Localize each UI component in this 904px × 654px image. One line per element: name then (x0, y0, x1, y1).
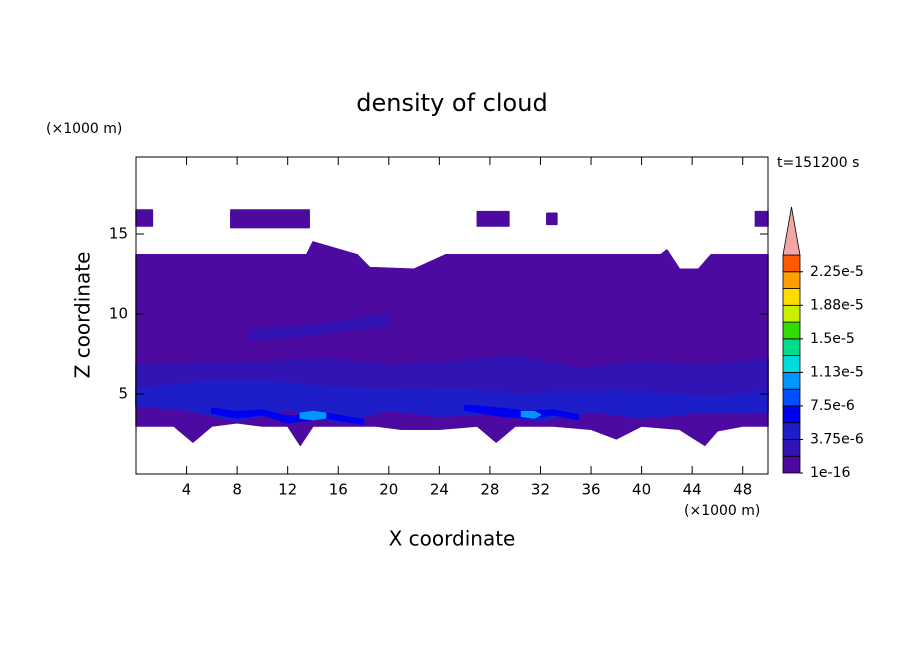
contour-region (135, 209, 154, 227)
contour-region (520, 410, 542, 419)
x-tick-label: 24 (430, 481, 449, 499)
x-tick-label: 12 (278, 481, 297, 499)
colorbar-label: 3.75e-6 (810, 431, 864, 447)
x-tick-label: 4 (182, 481, 192, 499)
colorbar-band (782, 422, 801, 440)
contour-region (249, 313, 390, 341)
contour-region (546, 212, 558, 226)
colorbar-band (782, 388, 801, 407)
x-tick-label: 28 (480, 481, 499, 499)
x-tick-label: 40 (632, 481, 651, 499)
contour-region (211, 407, 365, 426)
x-axis-label: X coordinate (389, 527, 516, 551)
chart-title: density of cloud (356, 89, 547, 117)
colorbar-band (782, 455, 801, 474)
y-unit: (×1000 m) (46, 121, 122, 137)
x-tick-label: 32 (531, 481, 550, 499)
colorbar-band (782, 439, 801, 457)
y-tick-label: 5 (118, 385, 128, 403)
colorbar-label: 2.25e-5 (810, 264, 864, 280)
colorbar-overflow (782, 206, 801, 256)
x-tick-label: 36 (581, 481, 600, 499)
plot-frame (135, 156, 769, 475)
contour-region (754, 210, 769, 227)
colorbar-label: 1e-16 (810, 465, 850, 481)
colorbar-band (782, 355, 801, 373)
colorbar-band (782, 338, 801, 357)
colorbar-band (782, 304, 801, 323)
colorbar-label: 1.88e-5 (810, 297, 864, 313)
x-tick-label: 44 (683, 481, 702, 499)
x-tick-label: 20 (379, 481, 398, 499)
colorbar-band (782, 371, 801, 390)
contour-region (299, 410, 327, 421)
contour-region (476, 210, 510, 227)
contour-region (230, 209, 310, 229)
time-annotation: t=151200 s (777, 155, 859, 171)
colorbar-band (782, 271, 801, 289)
colorbar-band (782, 321, 801, 340)
y-axis-label: Z coordinate (71, 252, 95, 379)
x-tick-label: 8 (232, 481, 242, 499)
colorbar-band (782, 254, 801, 273)
x-unit: (×1000 m) (684, 503, 760, 519)
x-tick-label: 16 (329, 481, 348, 499)
colorbar-label: 1.13e-5 (810, 364, 864, 380)
colorbar-label: 7.5e-6 (810, 398, 855, 414)
colorbar-band (782, 288, 801, 306)
x-tick-label: 48 (733, 481, 752, 499)
y-tick-label: 10 (109, 305, 128, 323)
colorbar-label: 1.5e-5 (810, 331, 855, 347)
y-tick-label: 15 (109, 225, 128, 243)
colorbar-band (782, 405, 801, 424)
